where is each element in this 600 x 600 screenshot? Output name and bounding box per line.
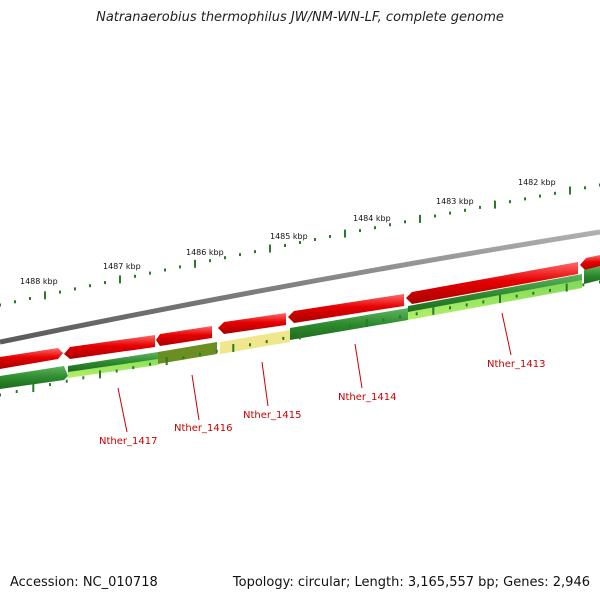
- gene-arrow-forward: [288, 294, 404, 323]
- gene-arrow-reverse: [0, 366, 68, 389]
- topology-label: Topology: circular; Length: 3,165,557 bp…: [232, 575, 590, 590]
- gene-arrow-forward: [64, 335, 155, 359]
- scale-label: 1488 kbp: [20, 277, 58, 286]
- scale-label: 1484 kbp: [353, 214, 391, 223]
- gene-nther-1415: [220, 330, 290, 354]
- gene-nther-1416: [158, 342, 217, 364]
- map-title: Natranaerobius thermophilus JW/NM-WN-LF,…: [96, 10, 504, 25]
- gene-nther-1414: [290, 308, 408, 340]
- leader-line: [191, 374, 200, 421]
- inner-tick-marks: [0, 280, 600, 397]
- leader-line: [261, 361, 269, 407]
- gene-labels: Nther_1417 Nther_1416 Nther_1415 Nther_1…: [99, 359, 545, 447]
- scale-arc: [0, 183, 600, 307]
- forward-strand-track: [0, 255, 600, 369]
- genome-backbone: [0, 229, 600, 345]
- gene-arrow-forward: [0, 348, 63, 369]
- gene-label: Nther_1416: [174, 423, 232, 434]
- gene-arrow-reverse: [68, 352, 158, 372]
- scale-label: 1487 kbp: [103, 262, 141, 271]
- scale-label: 1482 kbp: [518, 178, 556, 187]
- gene-label: Nther_1414: [338, 392, 396, 403]
- gene-arrow-reverse: [584, 266, 600, 284]
- gene-arrow-reverse: [408, 280, 582, 320]
- gene-arrow-forward: [218, 313, 286, 334]
- gene-label: Nther_1415: [243, 410, 301, 421]
- leader-line: [501, 312, 512, 356]
- gene-label: Nther_1417: [99, 436, 157, 447]
- scale-label: 1485 kbp: [270, 232, 308, 241]
- leader-line: [354, 343, 363, 389]
- accession-label: Accession: NC_010718: [10, 575, 158, 590]
- leader-line: [117, 387, 128, 433]
- gene-arrow-forward: [580, 255, 600, 271]
- gene-arrow-forward: [156, 326, 212, 346]
- gene-label-leaders: [117, 312, 512, 433]
- reverse-strand-track: [0, 266, 600, 389]
- scale-label: 1483 kbp: [436, 197, 474, 206]
- gene-label: Nther_1413: [487, 359, 545, 370]
- gene-arrow-forward: [406, 262, 578, 304]
- scale-label: 1486 kbp: [186, 248, 224, 257]
- scale-labels: 1488 kbp 1487 kbp 1486 kbp 1485 kbp 1484…: [20, 178, 556, 286]
